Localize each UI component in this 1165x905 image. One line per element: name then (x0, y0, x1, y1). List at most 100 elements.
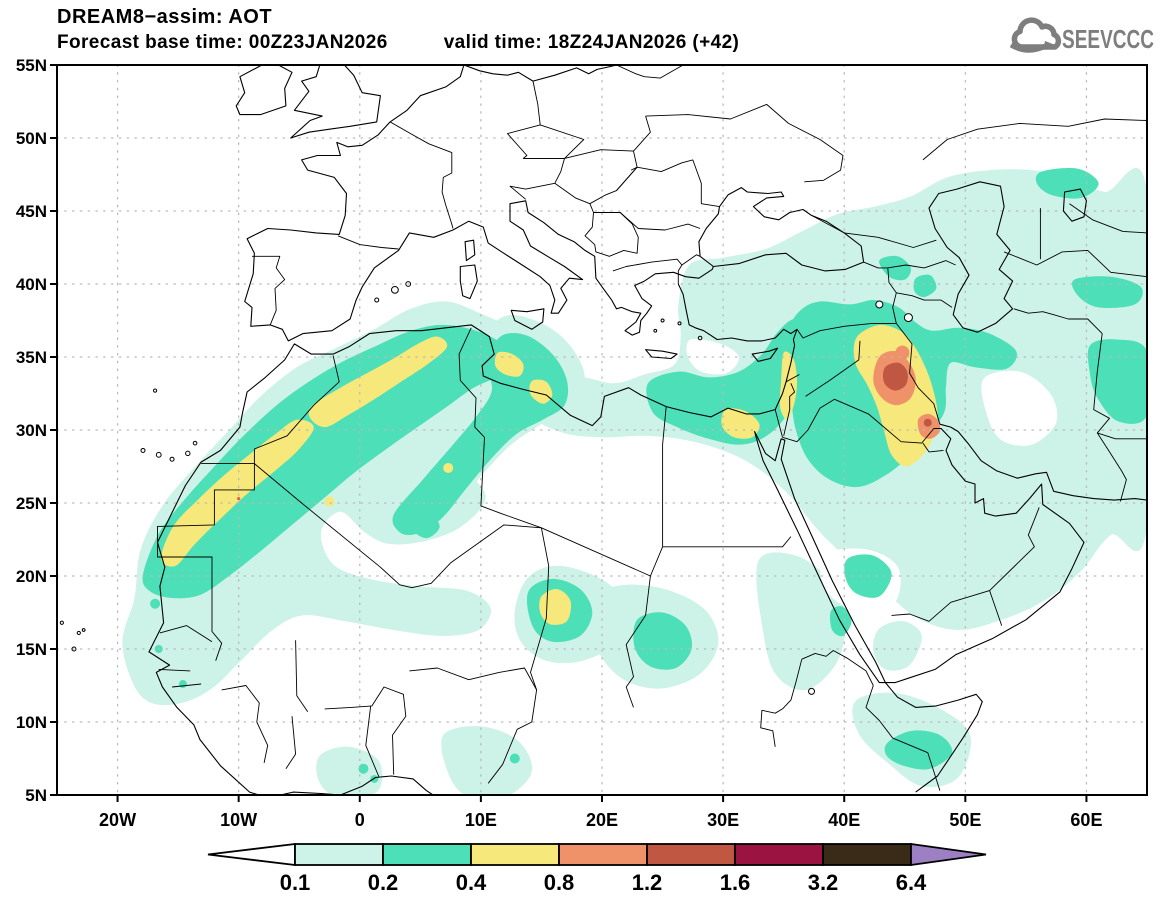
border-line (612, 258, 683, 284)
border-line (221, 685, 269, 763)
lon-tick-label: 10E (465, 810, 497, 830)
basemap (59, 65, 1147, 795)
aot-contour-0.2 (884, 730, 953, 770)
aot-contour-0.2 (913, 274, 937, 298)
coastline (885, 427, 1085, 684)
border-line (616, 65, 684, 79)
coastline (277, 775, 435, 795)
legend-arrow-below (207, 842, 296, 867)
model-title: DREAM8−assim: AOT (57, 6, 273, 28)
island (59, 620, 64, 625)
coastline (459, 264, 478, 300)
border-line (662, 406, 667, 547)
seevccc-logo: SEEVCCC (1009, 17, 1154, 54)
legend-tick-label: 6.4 (896, 870, 927, 895)
border-line (662, 536, 792, 548)
border-line (896, 292, 953, 308)
legend-segment (558, 843, 648, 866)
lat-tick-label: 25N (16, 494, 47, 513)
aot-spot-0.8 (237, 497, 241, 501)
legend-tick-label: 0.4 (456, 870, 487, 895)
lon-tick-label: 20E (586, 810, 618, 830)
border-line (645, 103, 844, 183)
lake (808, 687, 816, 695)
lat-tick-label: 35N (16, 348, 47, 367)
border-line (564, 149, 638, 171)
aot-contour-0.4 (721, 408, 760, 439)
aot-contour-0.1 (316, 746, 383, 795)
island (391, 285, 399, 294)
colorbar-legend: 0.1 0.2 0.4 0.8 1.2 1.6 3.2 6.4 (207, 842, 987, 895)
border-line (681, 254, 701, 266)
border-line (337, 235, 399, 250)
valid-time: valid time: 18Z24JAN2026 (+42) (443, 32, 740, 53)
aot-spot-0.2 (358, 763, 369, 774)
island (81, 628, 86, 632)
legend-tick-label: 0.2 (368, 870, 399, 895)
aot-contour-0.4 (779, 351, 798, 420)
legend-segment (822, 843, 912, 866)
border-line (509, 157, 565, 200)
aot-contour-0.2 (142, 324, 513, 599)
aot-contour-0.4 (494, 351, 524, 377)
border-line (253, 355, 340, 464)
lon-tick-label: 10W (220, 810, 257, 830)
aot-contour-0.2 (633, 612, 693, 670)
aot-spot-0.2 (509, 753, 520, 764)
legend-arrow-above (910, 842, 987, 867)
coastline (751, 347, 779, 362)
coastline (928, 181, 1014, 333)
legend-segment (734, 843, 824, 866)
aot-contour-0.2 (408, 511, 440, 539)
aot-contour-0.2 (646, 317, 814, 445)
border-line (805, 340, 861, 397)
border-line (458, 327, 542, 529)
lat-tick-label: 45N (16, 202, 47, 221)
lake (875, 300, 884, 309)
border-line (895, 323, 941, 425)
lon-tick-label: 60E (1070, 810, 1102, 830)
border-line (796, 322, 897, 339)
coastline (464, 239, 476, 262)
coastline (244, 65, 714, 342)
border-line (295, 640, 309, 713)
aot-contour-0 (981, 370, 1058, 446)
border-line (619, 212, 701, 231)
coastline (698, 187, 865, 272)
island (405, 281, 412, 287)
lon-tick-label: 0 (355, 810, 365, 830)
border-line (783, 383, 796, 436)
aot-contour-0.4 (161, 419, 314, 567)
figure-header: DREAM8−assim: AOT Forecast base time: 00… (57, 4, 739, 56)
border-line (530, 527, 550, 691)
aot-contour-0.2 (392, 332, 569, 536)
coastline (1062, 188, 1087, 222)
coastline (148, 283, 798, 795)
time-line: Forecast base time: 00Z23JAN2026 valid ti… (57, 30, 739, 56)
border-line (633, 115, 651, 152)
island (677, 321, 682, 326)
legend-segment (646, 843, 736, 866)
border-line (159, 625, 213, 643)
legend-segment (294, 843, 384, 866)
graticule (57, 65, 1147, 795)
border-line (254, 463, 542, 589)
legend-tick-label: 1.6 (720, 870, 751, 895)
island (185, 450, 191, 457)
island (192, 440, 198, 446)
aot-contour-0.2 (879, 255, 912, 281)
lon-tick-label: 40E (828, 810, 860, 830)
border-line (811, 215, 937, 248)
island (169, 456, 175, 462)
border-line (922, 442, 944, 453)
coastline (290, 65, 381, 139)
legend-tick-label: 0.1 (280, 870, 311, 895)
aot-spot-0.2 (178, 680, 187, 689)
border-line (774, 409, 783, 438)
border-line (1013, 308, 1103, 334)
border-line (865, 685, 941, 791)
aot-spot-0.2 (150, 598, 161, 609)
cloud-logo-icon (1009, 17, 1062, 53)
coastline (884, 682, 983, 793)
